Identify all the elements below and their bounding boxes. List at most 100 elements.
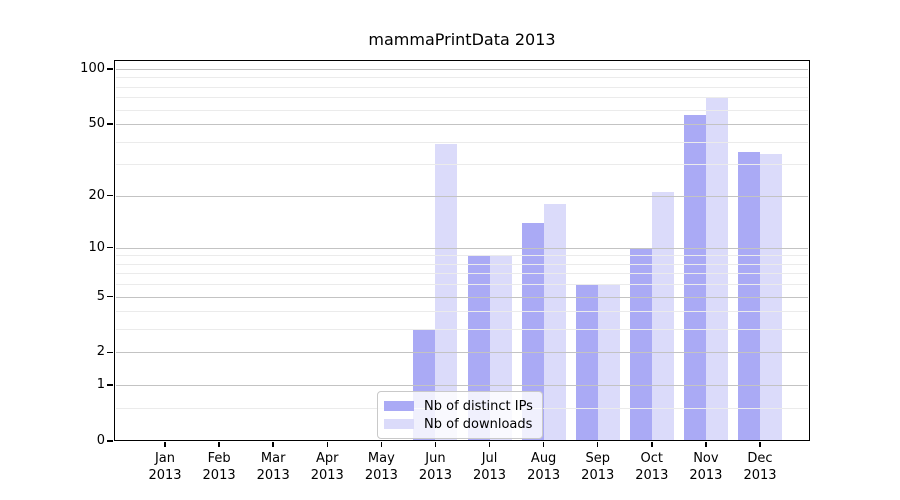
x-tick-year: 2013 bbox=[743, 468, 777, 483]
x-axis-tick-label: Feb 2013 bbox=[187, 450, 251, 484]
x-tick-month: Jan bbox=[154, 451, 176, 466]
x-tick-mark bbox=[488, 442, 491, 447]
y-tick-mark bbox=[107, 246, 113, 249]
x-tick-month: Feb bbox=[207, 451, 231, 466]
gridline-minor bbox=[116, 97, 808, 99]
x-tick-month: Aug bbox=[530, 451, 557, 466]
bar-nb-of-downloads-oct bbox=[651, 191, 674, 441]
y-tick-mark bbox=[107, 440, 113, 442]
gridline-major bbox=[116, 69, 808, 71]
x-axis-tick-label: Mar 2013 bbox=[241, 450, 305, 484]
legend-entry: Nb of distinct IPs bbox=[384, 397, 533, 415]
x-tick-mark bbox=[596, 442, 599, 447]
x-tick-year: 2013 bbox=[635, 468, 669, 483]
x-tick-month: Jun bbox=[425, 451, 446, 466]
x-axis-tick-label: Aug 2013 bbox=[512, 450, 576, 484]
bar-nb-of-distinct-ips-sep bbox=[575, 284, 598, 441]
y-axis-tick-label: 0 bbox=[96, 433, 105, 448]
y-tick-mark bbox=[107, 68, 113, 70]
x-tick-mark bbox=[542, 442, 545, 447]
x-tick-year: 2013 bbox=[310, 468, 344, 483]
legend-swatch bbox=[384, 401, 414, 411]
y-tick-mark bbox=[107, 194, 113, 197]
y-tick-mark bbox=[107, 123, 113, 125]
x-tick-year: 2013 bbox=[148, 468, 182, 483]
gridline-minor bbox=[116, 263, 808, 265]
gridline-major bbox=[116, 385, 808, 387]
x-tick-year: 2013 bbox=[472, 468, 507, 483]
x-axis-tick-label: Oct 2013 bbox=[620, 450, 684, 484]
gridline-major bbox=[116, 195, 808, 197]
x-tick-month: Nov bbox=[693, 451, 719, 466]
legend: Nb of distinct IPs Nb of downloads bbox=[377, 391, 543, 439]
gridline-minor bbox=[116, 255, 808, 257]
y-axis-tick-label: 5 bbox=[96, 288, 105, 304]
x-tick-year: 2013 bbox=[418, 468, 452, 483]
x-tick-month: Jul bbox=[481, 451, 498, 466]
x-tick-mark bbox=[272, 442, 274, 447]
x-tick-mark bbox=[651, 442, 653, 447]
bar-nb-of-downloads-sep bbox=[597, 284, 620, 441]
gridline-major bbox=[116, 124, 808, 126]
x-axis-tick-label: Apr 2013 bbox=[295, 450, 359, 484]
bar-nb-of-distinct-ips-dec bbox=[737, 152, 760, 441]
x-tick-month: May bbox=[367, 451, 395, 466]
x-tick-year: 2013 bbox=[581, 468, 615, 483]
x-axis-tick-label: Jan 2013 bbox=[133, 450, 197, 484]
y-tick-mark bbox=[107, 384, 113, 386]
gridline-minor bbox=[116, 77, 808, 79]
x-tick-year: 2013 bbox=[202, 468, 236, 483]
gridline-minor bbox=[116, 273, 808, 275]
legend-entry: Nb of downloads bbox=[384, 415, 533, 433]
x-axis-tick-label: Dec 2013 bbox=[728, 450, 792, 484]
x-tick-mark bbox=[326, 442, 329, 447]
x-axis-tick-label: Sep 2013 bbox=[566, 450, 630, 484]
x-tick-year: 2013 bbox=[527, 468, 561, 483]
legend-swatch bbox=[384, 419, 414, 429]
x-axis-tick-label: Jul 2013 bbox=[458, 450, 522, 484]
x-axis-tick-label: May 2013 bbox=[349, 450, 413, 484]
bar-nb-of-downloads-nov bbox=[705, 97, 728, 441]
x-tick-year: 2013 bbox=[256, 468, 290, 483]
x-tick-month: Apr bbox=[316, 451, 339, 466]
bar-nb-of-downloads-aug bbox=[543, 203, 566, 441]
gridline-minor bbox=[116, 311, 808, 313]
x-tick-year: 2013 bbox=[689, 468, 723, 483]
gridline-minor bbox=[116, 141, 808, 143]
gridline-major bbox=[116, 296, 808, 298]
y-axis-tick-label: 50 bbox=[88, 116, 105, 132]
x-tick-month: Oct bbox=[640, 451, 664, 466]
x-tick-year: 2013 bbox=[364, 468, 398, 483]
x-tick-mark bbox=[164, 442, 166, 447]
y-axis-tick-label: 20 bbox=[88, 187, 105, 203]
y-tick-mark bbox=[107, 295, 113, 298]
x-tick-month: Mar bbox=[260, 451, 286, 466]
gridline-major bbox=[116, 247, 808, 249]
gridline-minor bbox=[116, 329, 808, 331]
gridline-minor bbox=[116, 164, 808, 166]
x-tick-mark bbox=[759, 442, 761, 447]
x-tick-mark bbox=[218, 442, 220, 447]
y-axis-tick-label: 100 bbox=[80, 61, 105, 77]
gridline-minor bbox=[116, 284, 808, 286]
bar-nb-of-distinct-ips-aug bbox=[521, 222, 544, 441]
bar-nb-of-downloads-dec bbox=[759, 154, 782, 441]
y-axis-tick-label: 1 bbox=[96, 377, 105, 393]
x-tick-month: Dec bbox=[747, 451, 773, 466]
legend-label: Nb of distinct IPs bbox=[424, 398, 533, 414]
x-axis-tick-label: Jun 2013 bbox=[403, 450, 467, 484]
y-axis-tick-label: 10 bbox=[88, 239, 105, 255]
gridline-minor bbox=[116, 86, 808, 88]
x-axis-tick-label: Nov 2013 bbox=[674, 450, 738, 484]
bar-nb-of-distinct-ips-oct bbox=[629, 247, 652, 441]
x-tick-mark bbox=[705, 442, 707, 447]
legend-label: Nb of downloads bbox=[424, 416, 533, 432]
gridline-major bbox=[116, 352, 808, 354]
x-tick-mark bbox=[380, 442, 383, 447]
x-tick-mark bbox=[434, 442, 437, 447]
bar-nb-of-downloads-jun bbox=[435, 143, 458, 441]
x-tick-month: Sep bbox=[585, 451, 610, 466]
gridline-minor bbox=[116, 109, 808, 111]
chart-title: mammaPrintData 2013 bbox=[368, 30, 556, 49]
